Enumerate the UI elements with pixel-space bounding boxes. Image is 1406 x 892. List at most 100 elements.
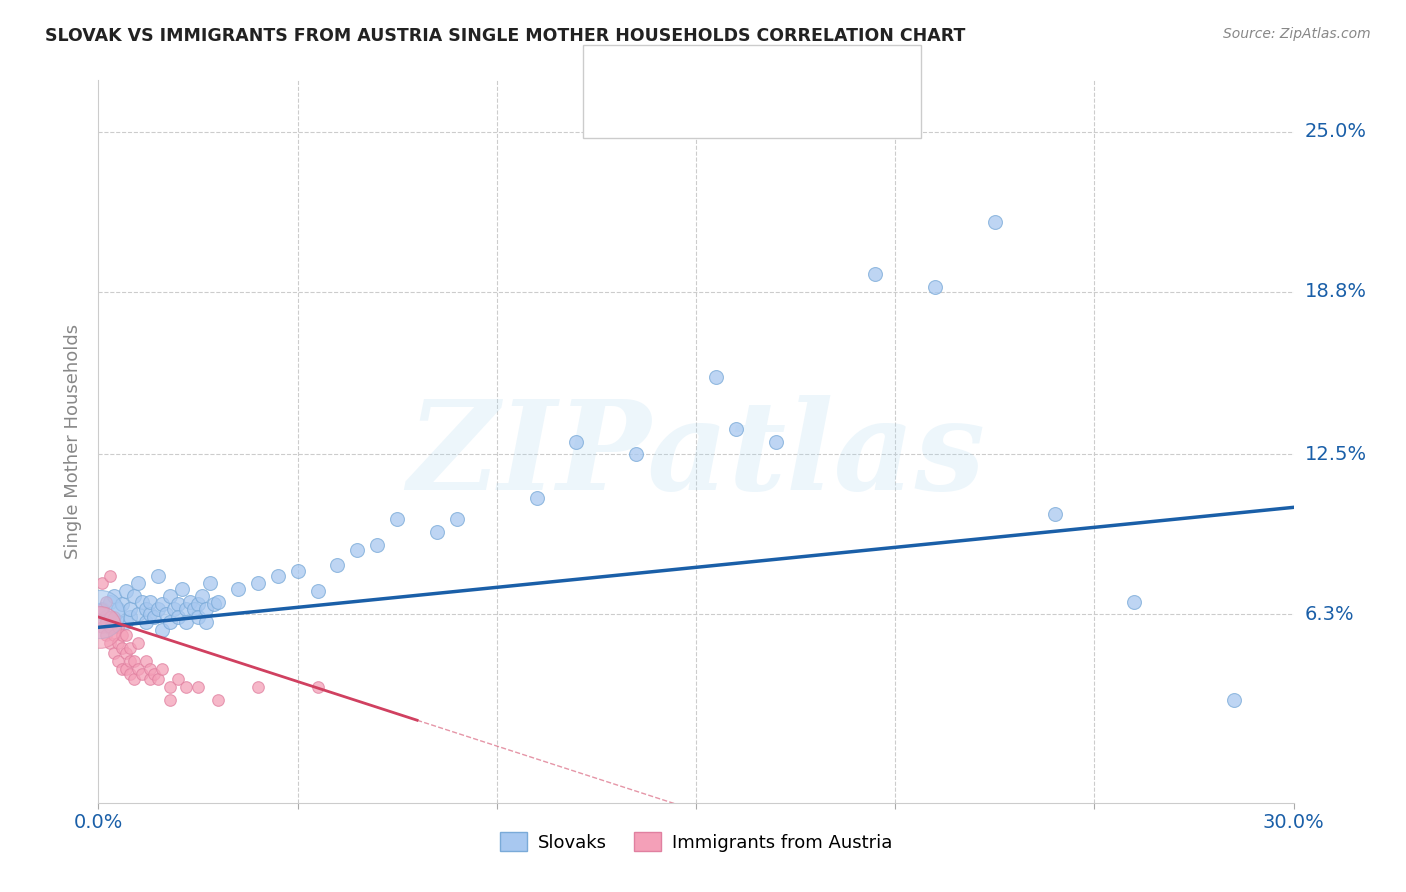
Text: 6.3%: 6.3% [1305, 605, 1354, 624]
Point [131, 666, 153, 681]
Point [107, 654, 129, 668]
Point [89, 607, 111, 622]
Point [107, 615, 129, 630]
Point [120, 640, 142, 655]
Point [89, 620, 111, 634]
Text: 25.0%: 25.0% [1305, 122, 1367, 142]
Point [187, 610, 209, 624]
Point [103, 628, 125, 642]
Point [187, 680, 209, 694]
Point [150, 662, 173, 676]
Y-axis label: Single Mother Households: Single Mother Households [65, 324, 83, 559]
Point [226, 582, 249, 596]
Point [98, 594, 122, 608]
Point [98, 620, 122, 634]
Text: SLOVAK VS IMMIGRANTS FROM AUSTRIA SINGLE MOTHER HOUSEHOLDS CORRELATION CHART: SLOVAK VS IMMIGRANTS FROM AUSTRIA SINGLE… [45, 27, 966, 45]
Point [91, 602, 114, 616]
Point [103, 646, 125, 660]
Point [307, 584, 329, 599]
Point [724, 422, 747, 436]
Point [1223, 692, 1246, 706]
Point [98, 568, 122, 582]
Point [148, 672, 170, 686]
Point [446, 512, 468, 526]
Point [143, 666, 166, 681]
Point [96, 615, 118, 630]
Point [704, 370, 727, 384]
Legend: Slovaks, Immigrants from Austria: Slovaks, Immigrants from Austria [492, 825, 900, 859]
Point [120, 610, 142, 624]
Point [150, 597, 173, 611]
Point [135, 654, 157, 668]
Point [207, 594, 229, 608]
Point [131, 594, 153, 608]
Point [195, 615, 218, 630]
Point [159, 590, 181, 604]
Point [307, 680, 329, 694]
Point [385, 512, 409, 526]
Point [115, 584, 138, 599]
Point [148, 568, 170, 582]
Point [127, 607, 149, 622]
Point [246, 576, 269, 591]
Point [148, 602, 170, 616]
Point [96, 610, 118, 624]
Point [163, 602, 186, 616]
Point [103, 610, 125, 624]
Text: R =  0.267    N = 66: R = 0.267 N = 66 [654, 62, 851, 79]
Point [565, 434, 588, 449]
Point [127, 636, 149, 650]
Point [135, 602, 157, 616]
Point [865, 267, 887, 281]
Point [174, 602, 197, 616]
Point [174, 680, 197, 694]
Point [366, 538, 388, 552]
Point [167, 610, 190, 624]
Point [246, 680, 269, 694]
Point [120, 654, 142, 668]
Point [207, 692, 229, 706]
Point [1123, 594, 1146, 608]
Point [111, 628, 134, 642]
Point [924, 279, 946, 293]
Point [124, 590, 146, 604]
Point [159, 680, 181, 694]
Point [120, 602, 142, 616]
Point [115, 662, 138, 676]
Point [124, 672, 146, 686]
Point [127, 662, 149, 676]
Point [103, 590, 125, 604]
Point [139, 672, 162, 686]
Point [159, 692, 181, 706]
Point [187, 597, 209, 611]
Text: 18.8%: 18.8% [1305, 283, 1367, 301]
Point [526, 491, 548, 506]
Point [91, 602, 114, 616]
Point [159, 615, 181, 630]
Point [984, 215, 1007, 229]
Point [111, 597, 134, 611]
Point [96, 628, 118, 642]
Point [426, 524, 449, 539]
Point [115, 646, 138, 660]
Point [135, 615, 157, 630]
Point [326, 558, 349, 573]
Point [1043, 507, 1066, 521]
Point [202, 597, 225, 611]
Point [115, 628, 138, 642]
Point [91, 620, 114, 634]
Text: Source: ZipAtlas.com: Source: ZipAtlas.com [1223, 27, 1371, 41]
Point [198, 576, 221, 591]
Point [96, 594, 118, 608]
Point [195, 602, 218, 616]
Point [124, 654, 146, 668]
Point [626, 447, 648, 461]
Point [143, 610, 166, 624]
Point [287, 564, 309, 578]
Point [174, 615, 197, 630]
Point [139, 662, 162, 676]
Point [111, 662, 134, 676]
Point [167, 672, 190, 686]
Point [111, 640, 134, 655]
Point [183, 602, 205, 616]
